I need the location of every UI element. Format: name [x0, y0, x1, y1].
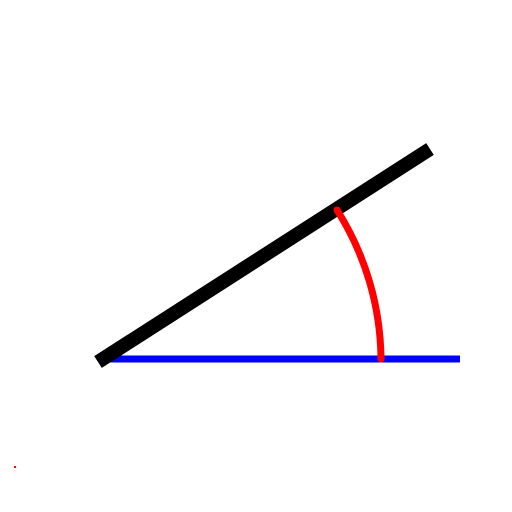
inclined-ray: [94, 143, 434, 368]
angle-arc: [333, 206, 385, 363]
dot: [14, 466, 16, 468]
